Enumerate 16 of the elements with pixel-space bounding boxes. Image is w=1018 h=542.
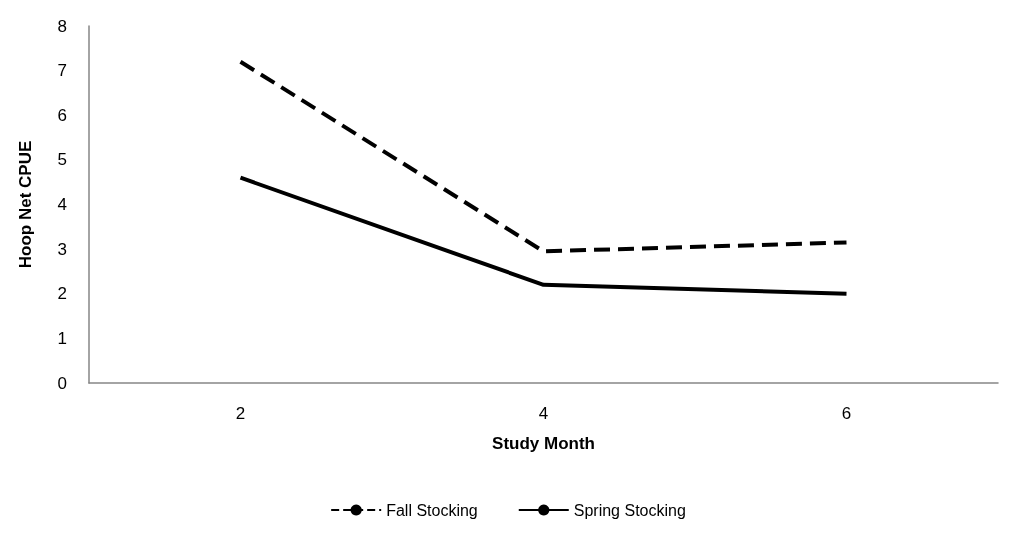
y-tick-label: 5 bbox=[57, 150, 67, 170]
x-tick-label: 6 bbox=[841, 404, 852, 423]
y-tick-label: 4 bbox=[57, 195, 67, 214]
y-tick-label: 0 bbox=[57, 373, 67, 393]
x-tick-label: 4 bbox=[538, 404, 549, 423]
y-axis-title: Hoop Net CPUE bbox=[16, 140, 35, 269]
y-tick-label: 7 bbox=[57, 61, 67, 81]
x-axis-title: Study Month bbox=[492, 434, 595, 453]
y-tick-label: 8 bbox=[57, 16, 67, 36]
x-tick-label: 2 bbox=[235, 404, 246, 423]
legend-label: Spring Stocking bbox=[573, 501, 686, 519]
y-tick-label: 3 bbox=[57, 239, 67, 259]
legend-label: Fall Stocking bbox=[386, 501, 478, 519]
y-tick-label: 1 bbox=[57, 328, 67, 348]
y-tick-label: 2 bbox=[57, 284, 67, 304]
y-tick-label: 6 bbox=[57, 105, 67, 125]
